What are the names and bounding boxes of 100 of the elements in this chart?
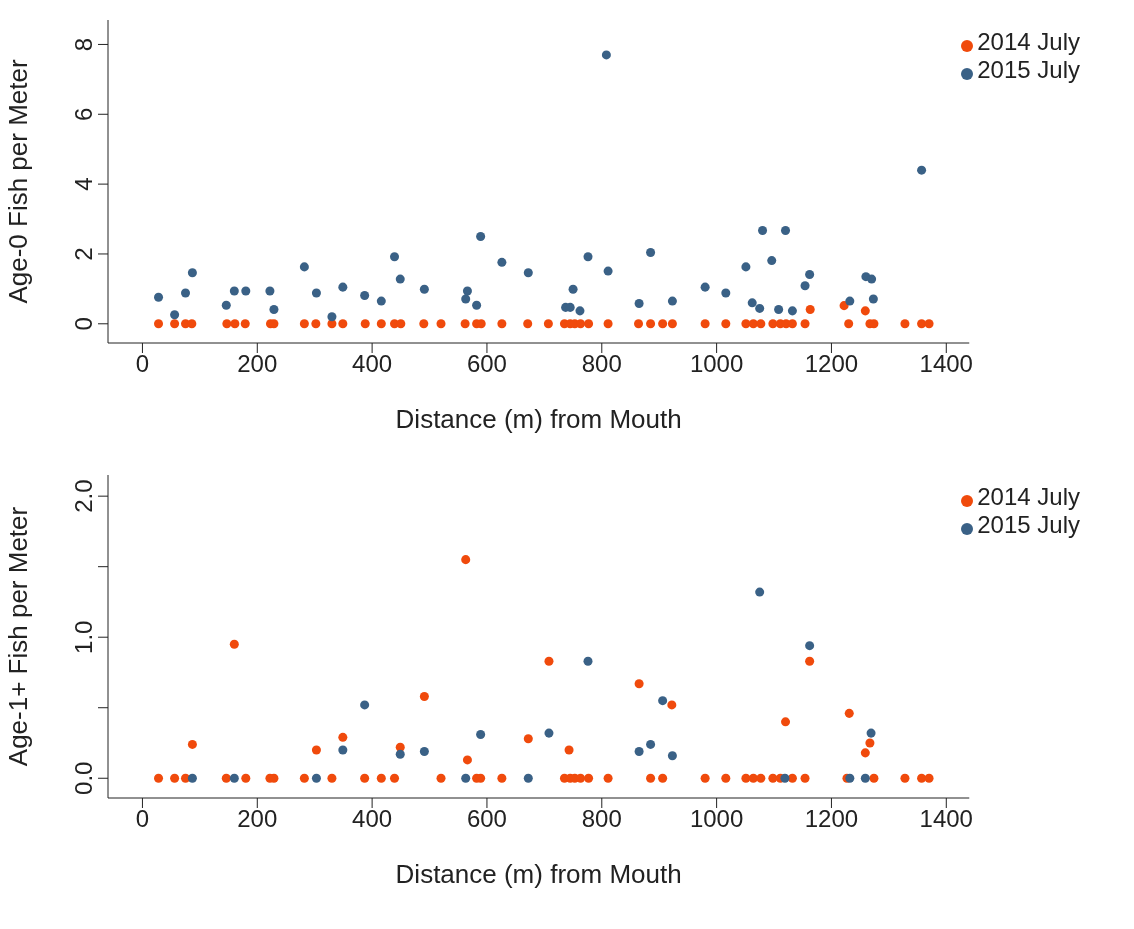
point (583, 252, 593, 262)
point (241, 286, 251, 296)
point (544, 656, 554, 666)
point (755, 303, 765, 313)
point (221, 773, 231, 783)
point (269, 304, 279, 314)
point (338, 282, 348, 292)
point (634, 679, 644, 689)
point (747, 298, 757, 308)
x-tick-label: 1000 (689, 350, 744, 378)
point (230, 319, 240, 329)
point (780, 773, 790, 783)
point (265, 286, 275, 296)
point (472, 300, 482, 310)
point (395, 274, 405, 284)
point (360, 319, 370, 329)
point (646, 248, 656, 258)
point (187, 268, 197, 278)
point (767, 256, 777, 266)
y-tick-label: 2.0 (70, 479, 97, 513)
x-tick-label: 1400 (919, 805, 973, 833)
point (327, 312, 337, 322)
point (800, 281, 810, 291)
legend-label: 2015 July (977, 511, 1080, 538)
point (170, 773, 180, 783)
legend-label: 2015 July (977, 56, 1080, 83)
point (867, 274, 877, 284)
point (601, 50, 611, 60)
point (187, 773, 197, 783)
x-tick-label: 200 (237, 350, 278, 378)
point (667, 751, 677, 761)
point (299, 319, 309, 329)
point (396, 319, 406, 329)
point (774, 304, 784, 314)
point (523, 773, 533, 783)
point (311, 773, 321, 783)
point (311, 288, 321, 298)
point (376, 319, 386, 329)
point (419, 284, 429, 294)
point (338, 745, 348, 755)
point (360, 700, 370, 710)
x-tick-label: 800 (581, 805, 622, 833)
x-tick-label: 1200 (804, 805, 859, 833)
point (758, 226, 768, 236)
y-tick-label: 1.0 (70, 620, 97, 654)
point (800, 319, 810, 329)
point (311, 745, 321, 755)
point (154, 319, 164, 329)
point (462, 286, 472, 296)
point (805, 304, 815, 314)
point (860, 306, 870, 316)
point (181, 288, 191, 298)
point (658, 319, 668, 329)
point (170, 319, 180, 329)
point (700, 319, 710, 329)
point (229, 639, 239, 649)
point (576, 773, 586, 783)
point (583, 656, 593, 666)
point (299, 262, 309, 272)
point (700, 773, 710, 783)
point (667, 700, 677, 710)
point (634, 746, 644, 756)
point (646, 739, 656, 749)
point (229, 773, 239, 783)
point (338, 319, 348, 329)
point (461, 555, 471, 565)
point (721, 319, 731, 329)
point (241, 773, 251, 783)
x-axis-title: Distance (m) from Mouth (395, 859, 682, 889)
point (419, 691, 429, 701)
point (476, 231, 486, 241)
y-tick-label: 0 (70, 317, 97, 331)
x-tick-label: 0 (135, 350, 150, 378)
y-tick-label: 0.0 (70, 761, 97, 795)
x-tick-label: 400 (352, 350, 393, 378)
point (543, 319, 553, 329)
point (800, 773, 810, 783)
point (917, 773, 927, 783)
point (667, 296, 677, 306)
point (395, 749, 405, 759)
point (603, 319, 613, 329)
point (523, 734, 533, 744)
point (461, 773, 471, 783)
x-tick-label: 400 (352, 805, 393, 833)
point (844, 708, 854, 718)
point (781, 226, 791, 236)
point (805, 270, 815, 280)
point (756, 773, 766, 783)
point (917, 319, 927, 329)
point (523, 319, 533, 329)
point (154, 773, 164, 783)
point (584, 773, 594, 783)
x-tick-label: 200 (237, 805, 278, 833)
point (917, 165, 927, 175)
point (900, 773, 910, 783)
x-tick-label: 1200 (804, 350, 859, 378)
x-tick-label: 0 (135, 805, 150, 833)
point (865, 738, 875, 748)
y-tick-label: 2 (70, 247, 97, 261)
point (584, 319, 594, 329)
